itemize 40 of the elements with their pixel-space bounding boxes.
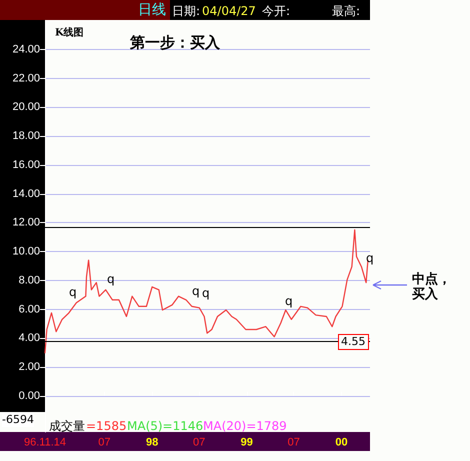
- y-tick-label: 16.00: [12, 158, 40, 171]
- y-tick-label: 22.00: [12, 72, 40, 84]
- annotation: q: [192, 284, 200, 298]
- x-tick-label: 99: [240, 436, 253, 448]
- text: 04/04/27: [202, 4, 256, 18]
- text: -6594: [2, 413, 34, 427]
- y-tick-label: 18.00: [12, 130, 40, 142]
- annotation: q: [285, 294, 293, 308]
- annotation: q: [366, 251, 374, 265]
- annotation: q: [107, 272, 115, 286]
- x-tick-label: 07: [192, 436, 206, 448]
- x-tick-label: 00: [335, 436, 348, 448]
- y-tick-label: 8.00: [18, 274, 40, 286]
- y-tick-label: 0.00: [18, 390, 40, 402]
- x-tick-label: 96.11.14: [24, 436, 66, 448]
- y-tick-label: 14.00: [12, 188, 40, 200]
- annotation: q: [69, 285, 77, 299]
- annotation: q: [202, 286, 210, 300]
- y-tick-label: 12.00: [12, 216, 40, 229]
- x-tick-label: 07: [98, 436, 111, 448]
- y-tick-label: 4.00: [18, 332, 40, 344]
- text: 日期:: [172, 4, 200, 18]
- text: 日线: [138, 2, 166, 18]
- y-tick-label: 2.00: [18, 361, 40, 374]
- annotation: =1585: [86, 419, 127, 433]
- annotation: MA(5)=1146: [127, 419, 204, 433]
- y-tick-label: 24.00: [12, 43, 40, 56]
- text: 最高:: [332, 4, 360, 18]
- y-tick-label: 6.00: [18, 303, 40, 316]
- x-tick-label: 07: [288, 436, 300, 448]
- text: K线图: [55, 26, 84, 38]
- text: 第一步：买入: [129, 34, 221, 52]
- annotation: 成交量: [49, 419, 85, 433]
- text: 中点，买入: [412, 272, 452, 302]
- annotation: 4.55: [338, 334, 368, 350]
- y-tick-label: 20.00: [12, 101, 40, 114]
- y-tick-label: 10.00: [12, 246, 40, 258]
- annotation: MA(20)=1789: [203, 419, 287, 433]
- x-tick-label: 98: [146, 436, 158, 448]
- text: 今开:: [262, 4, 290, 18]
